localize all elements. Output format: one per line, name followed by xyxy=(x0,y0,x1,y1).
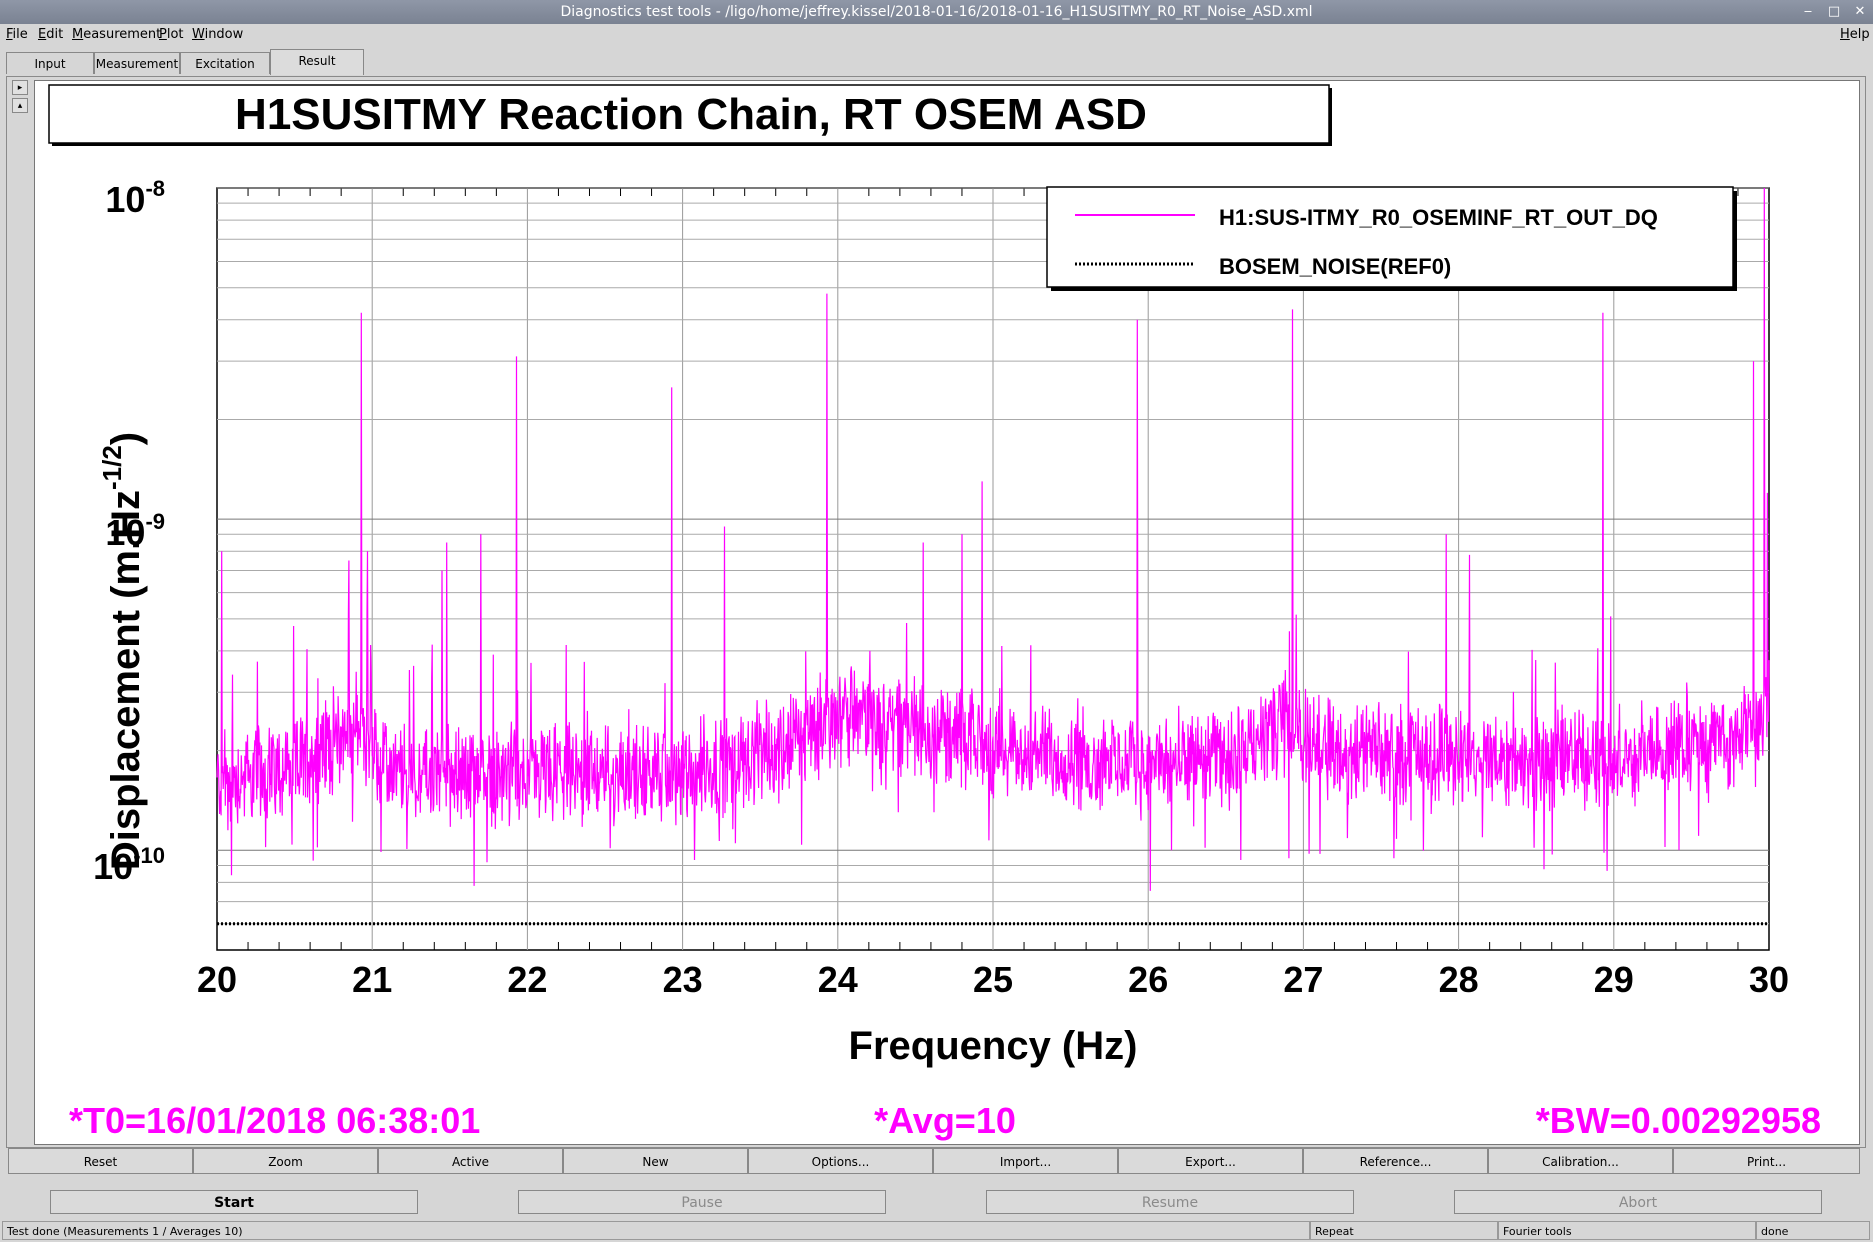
y-tick-label-1e-10: 10-10 xyxy=(93,843,165,887)
x-tick-label: 30 xyxy=(1749,959,1789,1000)
plot-canvas[interactable]: H1SUSITMY Reaction Chain, RT OSEM ASD 10… xyxy=(34,80,1860,1145)
menu-measurement[interactable]: Measurement xyxy=(72,27,162,42)
abort-button[interactable]: Abort xyxy=(1454,1190,1822,1214)
tab-excitation[interactable]: Excitation xyxy=(180,52,270,74)
info-avg: *Avg=10 xyxy=(874,1100,1016,1141)
zoom-button[interactable]: Zoom xyxy=(193,1148,378,1174)
window-title: Diagnostics test tools - /ligo/home/jeff… xyxy=(560,4,1313,20)
y-tick-labels: 10-8 10-9 10-10 xyxy=(93,176,165,887)
status-repeat: Repeat xyxy=(1310,1221,1498,1240)
reference-button[interactable]: Reference... xyxy=(1303,1148,1488,1174)
x-tick-label: 25 xyxy=(973,959,1013,1000)
tab-input[interactable]: Input xyxy=(6,52,94,74)
x-tick-label: 21 xyxy=(352,959,392,1000)
y-tick-label-1e-9: 10-9 xyxy=(105,509,165,553)
pad-prev-arrow-icon[interactable]: ▴ xyxy=(12,98,28,113)
y-axis-label-sup: -1/2 xyxy=(97,445,127,490)
resume-button[interactable]: Resume xyxy=(986,1190,1354,1214)
y-tick-exp: -8 xyxy=(145,176,165,201)
menu-file[interactable]: File xyxy=(6,27,28,42)
menu-edit[interactable]: Edit xyxy=(38,27,64,42)
status-state: done xyxy=(1756,1221,1870,1240)
y-axis-label-close: ) xyxy=(104,432,148,445)
x-tick-label: 28 xyxy=(1439,959,1479,1000)
minimize-icon[interactable]: ‒ xyxy=(1803,4,1813,19)
x-tick-label: 27 xyxy=(1283,959,1323,1000)
plot-grid xyxy=(217,187,1769,950)
y-axis-label-main: Displacement (m.Hz xyxy=(104,490,148,870)
plot-button-row: Reset Zoom Active New Options... Import.… xyxy=(8,1148,1860,1174)
maximize-icon[interactable]: □ xyxy=(1827,4,1841,19)
print-button[interactable]: Print... xyxy=(1673,1148,1860,1174)
x-tick-label: 22 xyxy=(507,959,547,1000)
x-axis-label: Frequency (Hz) xyxy=(849,1024,1138,1068)
plot-title: H1SUSITMY Reaction Chain, RT OSEM ASD xyxy=(235,90,1147,139)
x-tick-label: 23 xyxy=(663,959,703,1000)
tab-result[interactable]: Result xyxy=(270,49,364,75)
x-tick-label: 20 xyxy=(197,959,237,1000)
menu-bar: File Edit Measurement Plot Window Help xyxy=(0,24,1873,46)
legend-label-osem-rt: H1:SUS-ITMY_R0_OSEMINF_RT_OUT_DQ xyxy=(1219,205,1658,230)
status-tool: Fourier tools xyxy=(1498,1221,1756,1240)
x-tick-label: 24 xyxy=(818,959,858,1000)
pad-next-arrow-icon[interactable]: ▸ xyxy=(12,80,28,95)
legend-box xyxy=(1046,186,1734,288)
import-button[interactable]: Import... xyxy=(933,1148,1118,1174)
y-tick-base: 10 xyxy=(93,846,133,887)
status-bar: Test done (Measurements 1 / Averages 10)… xyxy=(0,1219,1873,1242)
series-osem-rt xyxy=(216,187,1770,891)
x-tick-label: 26 xyxy=(1128,959,1168,1000)
y-tick-base: 10 xyxy=(105,179,145,220)
title-box xyxy=(48,84,1330,144)
y-tick-exp: -9 xyxy=(145,509,165,534)
menu-window[interactable]: Window xyxy=(192,27,244,42)
active-button[interactable]: Active xyxy=(378,1148,563,1174)
legend-label-bosem-noise: BOSEM_NOISE(REF0) xyxy=(1219,254,1451,279)
reset-button[interactable]: Reset xyxy=(8,1148,193,1174)
window-titlebar: Diagnostics test tools - /ligo/home/jeff… xyxy=(0,0,1873,24)
close-icon[interactable]: ✕ xyxy=(1854,4,1866,19)
new-button[interactable]: New xyxy=(563,1148,748,1174)
plot-svg: H1SUSITMY Reaction Chain, RT OSEM ASD 10… xyxy=(48,84,1821,1141)
series-group xyxy=(216,187,1770,926)
tab-bar: Input Measurement Excitation Result xyxy=(0,46,1873,76)
pause-button[interactable]: Pause xyxy=(518,1190,886,1214)
x-tick-label: 29 xyxy=(1594,959,1634,1000)
x-tick-labels: 20 21 22 23 24 25 26 27 28 29 30 xyxy=(197,959,1789,1000)
options-button[interactable]: Options... xyxy=(748,1148,933,1174)
y-tick-exp: -10 xyxy=(133,843,165,868)
start-button[interactable]: Start xyxy=(50,1190,418,1214)
info-bw: *BW=0.00292958 xyxy=(1536,1100,1821,1141)
menu-help[interactable]: Help xyxy=(1840,27,1870,42)
info-t0: *T0=16/01/2018 06:38:01 xyxy=(69,1100,480,1141)
y-axis-label: Displacement (m.Hz-1/2) xyxy=(97,432,148,870)
tab-measurement[interactable]: Measurement xyxy=(94,52,180,74)
calibration-button[interactable]: Calibration... xyxy=(1488,1148,1673,1174)
export-button[interactable]: Export... xyxy=(1118,1148,1303,1174)
y-tick-base: 10 xyxy=(105,512,145,553)
menu-plot[interactable]: Plot xyxy=(159,27,184,42)
y-tick-label-1e-8: 10-8 xyxy=(105,176,165,220)
status-message: Test done (Measurements 1 / Averages 10) xyxy=(2,1221,1310,1240)
